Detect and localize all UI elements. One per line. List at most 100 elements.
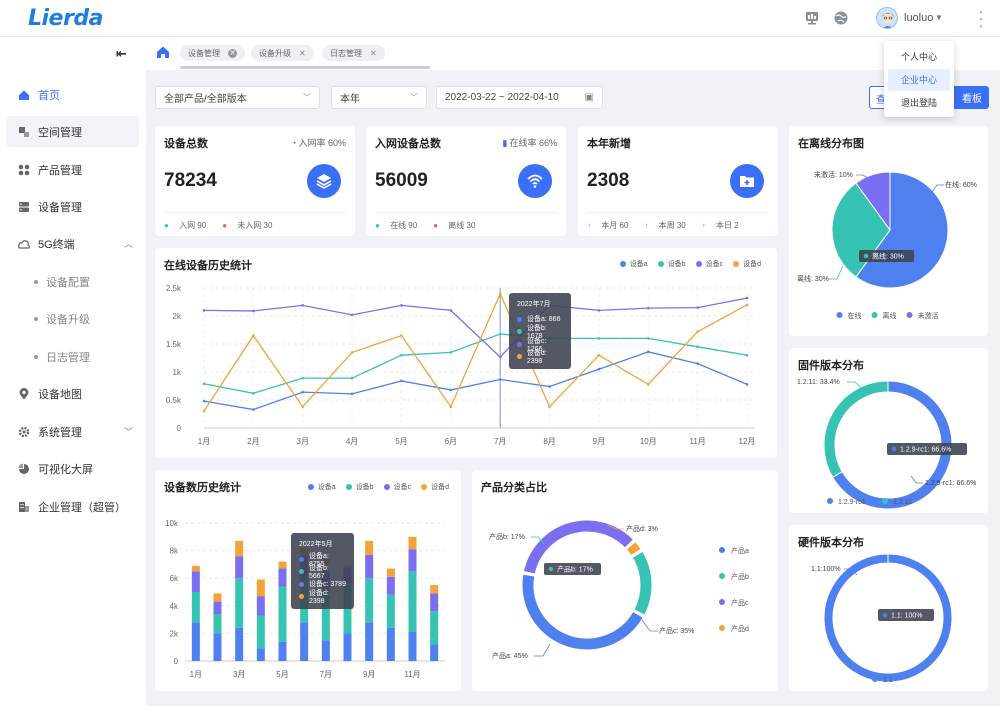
sidebar-item-enterprise[interactable]: 企业管理（超管）	[6, 491, 139, 522]
sidebar-item-label: 系统管理	[38, 426, 82, 439]
sidebar-item-products[interactable]: 产品管理	[6, 154, 139, 185]
tab-log-management[interactable]: 日志管理 ✕	[322, 45, 385, 61]
legend-dot	[836, 312, 843, 318]
leader-line	[844, 568, 858, 576]
lierda-logo[interactable]: Lierda	[28, 6, 103, 31]
series-line-设备d	[203, 292, 748, 412]
product-share-chart: 产品a: 45% 产品c: 35% 产品d: 3% 产品b: 17% 产品b: 17% 产…	[489, 519, 749, 660]
period-select[interactable]: 本年 ﹀	[331, 86, 427, 109]
select-value: 全部产品/全部版本	[164, 94, 247, 105]
gear-icon	[18, 426, 30, 437]
slice-label: 未激活: 10%	[814, 170, 853, 179]
tooltip-row: 设备a: 8755	[299, 553, 346, 568]
collapse-sidebar-icon[interactable]: ⇤	[116, 46, 127, 61]
slice-label: 1.1:100%	[811, 566, 841, 573]
legend-label: 离线	[883, 311, 897, 320]
divider	[587, 212, 769, 213]
product-version-select[interactable]: 全部产品/全部版本 ﹀	[155, 86, 320, 109]
close-icon[interactable]: ✕	[370, 48, 377, 58]
data-point	[350, 313, 354, 317]
sidebar-item-device-config[interactable]: 设备配置	[6, 266, 139, 297]
legend-item[interactable]: 设备c	[383, 482, 411, 492]
user-name[interactable]: luoluo	[904, 12, 934, 24]
bar-segment-设备c	[256, 596, 265, 616]
data-point	[252, 334, 255, 337]
data-point	[449, 309, 453, 312]
close-icon[interactable]: ✕	[299, 48, 306, 58]
legend-item[interactable]: 设备c	[695, 259, 723, 269]
legend-item[interactable]: 设备b	[345, 482, 374, 492]
legend-item[interactable]: 设备d	[733, 259, 761, 269]
sidebar-item-label: 日志管理	[46, 351, 90, 364]
sidebar-item-device-upgrade[interactable]: 设备升级	[6, 303, 139, 334]
menu-item-logout[interactable]: 退出登陆	[900, 98, 937, 108]
card-title: 设备总数	[164, 138, 208, 150]
tooltip-row: 设备b: 1678	[517, 325, 563, 340]
bar-segment-设备b	[256, 615, 265, 649]
tab-label: 设备升级	[259, 48, 291, 58]
chart-title: 硬件版本分布	[798, 537, 864, 549]
sidebar-item-devices[interactable]: 设备管理	[6, 191, 139, 222]
data-point	[252, 391, 255, 395]
tab-device-upgrade[interactable]: 设备升级 ✕	[251, 45, 314, 61]
folder-add-icon	[730, 164, 764, 198]
legend-item[interactable]: 设备a	[307, 482, 336, 492]
data-point	[597, 367, 601, 371]
sidebar-item-space[interactable]: 空间管理	[6, 116, 139, 147]
sidebar-item-label: 设备升级	[46, 313, 90, 326]
legend-item[interactable]: 设备b	[657, 259, 686, 269]
chevron-down-icon: ﹀	[123, 427, 133, 437]
monitor-icon[interactable]	[804, 10, 820, 26]
grid-icon	[18, 164, 30, 175]
chart-tooltip	[544, 563, 601, 575]
bar-segment-设备c	[430, 593, 439, 612]
slice-label: 产品b: 17%	[489, 532, 525, 541]
slice-label: 产品c: 35%	[659, 626, 694, 635]
leader-line	[856, 174, 869, 179]
close-icon[interactable]: ✕	[228, 48, 237, 58]
sidebar-item-home[interactable]: 首页	[6, 79, 139, 110]
tooltip-dot	[891, 446, 897, 452]
stat-card-online: 入网设备总数 ▮ 在线率 66% 56009 ● 在线 90 ● 离线 30	[366, 126, 566, 236]
more-vertical-icon[interactable]: · · ·	[978, 3, 984, 33]
data-point	[646, 383, 650, 386]
wifi-icon	[518, 164, 552, 198]
sidebar-item-visual-screen[interactable]: 可视化大屏	[6, 453, 139, 484]
tab-scrollbar[interactable]	[180, 66, 430, 69]
pie-slice-产品d	[625, 540, 642, 557]
sidebar-item-label: 企业管理（超管）	[38, 501, 126, 514]
home-tab-icon[interactable]	[156, 45, 170, 59]
sidebar-item-logs[interactable]: 日志管理	[6, 341, 139, 372]
sidebar-item-system[interactable]: 系统管理 ﹀	[6, 416, 139, 447]
tab-device-management[interactable]: 设备管理 ✕	[180, 45, 245, 61]
stat-foot: ● 入网 90 ● 未入网 30	[164, 221, 273, 230]
legend-dot	[827, 498, 833, 504]
sidebar-item-device-map[interactable]: 设备地图	[6, 378, 139, 409]
tooltip-row: 设备c: 3789	[299, 578, 346, 591]
stat-value: 2308	[587, 170, 630, 191]
user-dropdown-menu: 个人中心 企业中心 退出登陆	[884, 41, 954, 117]
leader-line	[847, 381, 862, 389]
y-tick-label: 8k	[170, 547, 179, 556]
data-point	[646, 306, 650, 310]
legend-item[interactable]: 设备a	[619, 259, 648, 269]
bar-segment-设备b	[321, 589, 330, 641]
bar-segment-设备b	[386, 594, 395, 628]
tooltip-row: 设备d: 2398	[299, 590, 346, 605]
tooltip-text: 产品b: 17%	[557, 565, 593, 574]
menu-item-enterprise-center[interactable]: 企业中心	[888, 69, 950, 91]
chevron-down-icon[interactable]: ▼	[935, 13, 943, 22]
bar-segment-设备c	[235, 556, 244, 579]
avatar[interactable]	[876, 7, 898, 29]
bar-segment-设备d	[191, 565, 200, 572]
globe-icon[interactable]	[833, 10, 849, 26]
data-point	[498, 332, 502, 336]
sidebar-item-5g[interactable]: 5G终端 ︿	[6, 228, 139, 259]
x-tick-label: 1月	[198, 437, 210, 446]
legend-item[interactable]: 设备d	[421, 482, 449, 492]
menu-item-personal-center[interactable]: 个人中心	[900, 52, 937, 62]
tooltip-text: 1.1: 100%	[891, 613, 923, 620]
bar-segment-设备c	[365, 554, 374, 579]
dot-icon	[34, 279, 38, 284]
date-range-picker[interactable]: 2022-03-22 ~ 2022-04-10 ▣	[436, 86, 603, 109]
